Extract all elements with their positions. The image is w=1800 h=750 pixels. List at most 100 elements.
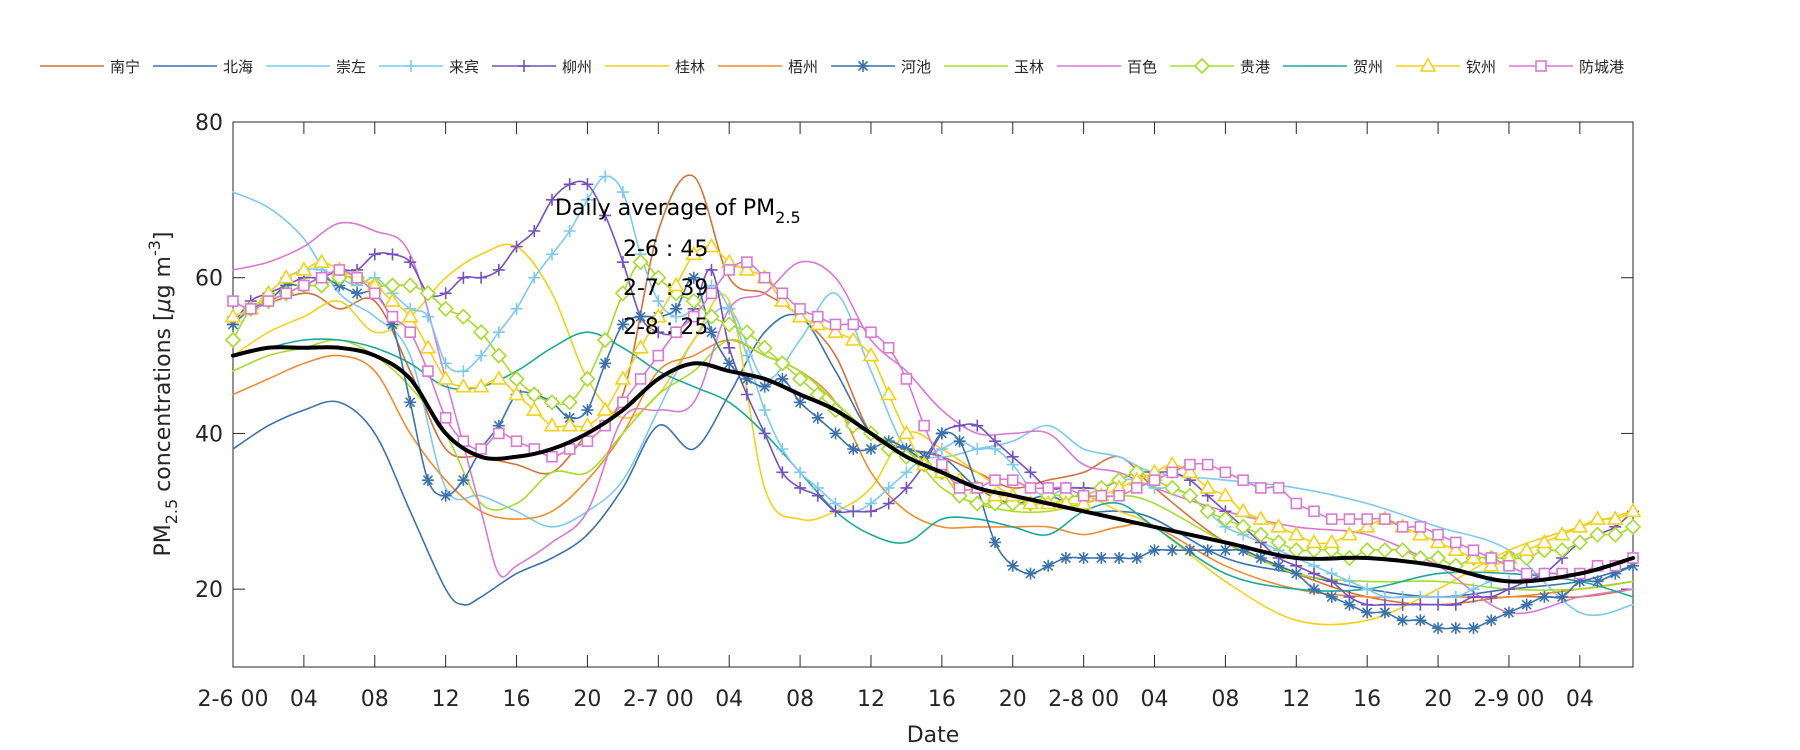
data-point bbox=[1379, 513, 1391, 525]
data-point bbox=[1325, 513, 1338, 525]
data-point bbox=[811, 411, 824, 424]
data-point bbox=[1024, 567, 1037, 580]
data-point bbox=[864, 505, 877, 518]
x-tick-label: 2-6 00 bbox=[198, 687, 269, 712]
daily-average-annotation: Daily average of PM2.5 2-6 : 45 2-7 : 39… bbox=[555, 196, 801, 340]
data-point bbox=[652, 349, 665, 362]
data-point bbox=[1378, 606, 1391, 619]
x-tick-label: 08 bbox=[1211, 687, 1239, 712]
legend-item: 梧州 bbox=[718, 58, 818, 76]
series-line bbox=[232, 339, 1634, 599]
x-tick-label: 16 bbox=[928, 687, 956, 712]
data-point bbox=[510, 302, 523, 315]
data-point bbox=[386, 310, 399, 323]
data-point bbox=[386, 248, 399, 261]
data-point bbox=[1467, 544, 1480, 557]
data-point bbox=[617, 396, 629, 409]
data-point bbox=[581, 178, 594, 191]
x-tick-label: 04 bbox=[715, 687, 743, 712]
data-point bbox=[581, 435, 594, 448]
data-point bbox=[670, 326, 682, 339]
data-point bbox=[439, 412, 452, 424]
data-point bbox=[882, 481, 895, 494]
y-tick-label: 60 bbox=[195, 267, 223, 292]
data-point bbox=[989, 536, 1002, 549]
data-point bbox=[811, 489, 824, 502]
data-point bbox=[1502, 606, 1515, 619]
data-point bbox=[1323, 533, 1341, 549]
data-point bbox=[1341, 526, 1358, 541]
x-tick-label: 12 bbox=[857, 687, 885, 712]
data-point bbox=[1449, 536, 1462, 549]
data-point bbox=[1485, 590, 1498, 603]
legend-item: 贵港 bbox=[1170, 57, 1270, 76]
data-point bbox=[1077, 489, 1090, 502]
data-point bbox=[510, 435, 523, 448]
data-point bbox=[1325, 590, 1338, 603]
data-point bbox=[670, 302, 683, 315]
data-point bbox=[1358, 518, 1376, 533]
x-tick-label: 2-7 00 bbox=[623, 687, 694, 712]
data-point bbox=[1518, 541, 1536, 557]
data-point bbox=[525, 401, 543, 416]
data-point bbox=[439, 287, 452, 300]
data-point bbox=[421, 310, 434, 323]
data-point bbox=[971, 443, 984, 455]
data-point bbox=[1075, 494, 1093, 510]
data-point bbox=[1237, 544, 1250, 557]
data-point bbox=[900, 481, 913, 494]
data-point bbox=[1059, 552, 1072, 564]
data-point bbox=[1164, 479, 1181, 497]
data-point bbox=[1449, 598, 1462, 611]
data-point bbox=[384, 292, 401, 307]
data-point bbox=[492, 419, 505, 432]
data-point bbox=[295, 261, 313, 276]
legend-label: 桂林 bbox=[675, 58, 705, 76]
data-point bbox=[599, 170, 612, 183]
data-point bbox=[421, 474, 434, 487]
data-point bbox=[705, 287, 718, 300]
data-point bbox=[1467, 622, 1480, 635]
data-point bbox=[1166, 544, 1179, 557]
data-point bbox=[510, 240, 523, 253]
x-tick-label: 04 bbox=[1141, 687, 1169, 712]
data-point bbox=[685, 292, 702, 310]
data-point bbox=[776, 466, 789, 479]
data-point bbox=[351, 271, 363, 284]
data-point bbox=[1254, 552, 1267, 564]
data-point bbox=[632, 254, 649, 271]
data-point bbox=[437, 370, 455, 385]
x-tick-label: 04 bbox=[1566, 687, 1594, 712]
data-point bbox=[1183, 544, 1196, 557]
data-point bbox=[721, 316, 738, 333]
data-point bbox=[1270, 534, 1287, 551]
data-point bbox=[490, 347, 507, 364]
data-point bbox=[333, 264, 346, 276]
data-point bbox=[1606, 510, 1624, 525]
data-point bbox=[989, 435, 1002, 448]
x-tick-label: 08 bbox=[786, 687, 814, 712]
data-point bbox=[1465, 549, 1482, 564]
legend-label: 柳州 bbox=[562, 58, 592, 76]
data-point bbox=[368, 287, 381, 300]
data-point bbox=[756, 339, 773, 356]
data-point bbox=[490, 370, 508, 385]
legend-label: 河池 bbox=[901, 58, 931, 76]
data-point bbox=[723, 302, 736, 315]
data-point bbox=[900, 373, 913, 385]
data-point bbox=[776, 443, 789, 455]
data-point bbox=[1219, 544, 1232, 557]
legend-label: 贵港 bbox=[1240, 58, 1270, 76]
data-point bbox=[650, 269, 667, 286]
data-point bbox=[454, 378, 472, 393]
data-point bbox=[705, 263, 718, 276]
legend-item: 钦州 bbox=[1396, 57, 1496, 76]
x-tick-label: 20 bbox=[1424, 687, 1452, 712]
x-tick-label: 12 bbox=[432, 687, 460, 712]
data-point bbox=[844, 331, 862, 346]
data-point bbox=[1006, 450, 1019, 463]
data-point bbox=[794, 303, 806, 315]
x-tick-label: 2-9 00 bbox=[1473, 687, 1544, 712]
data-point bbox=[1219, 466, 1232, 479]
data-point bbox=[280, 287, 292, 300]
